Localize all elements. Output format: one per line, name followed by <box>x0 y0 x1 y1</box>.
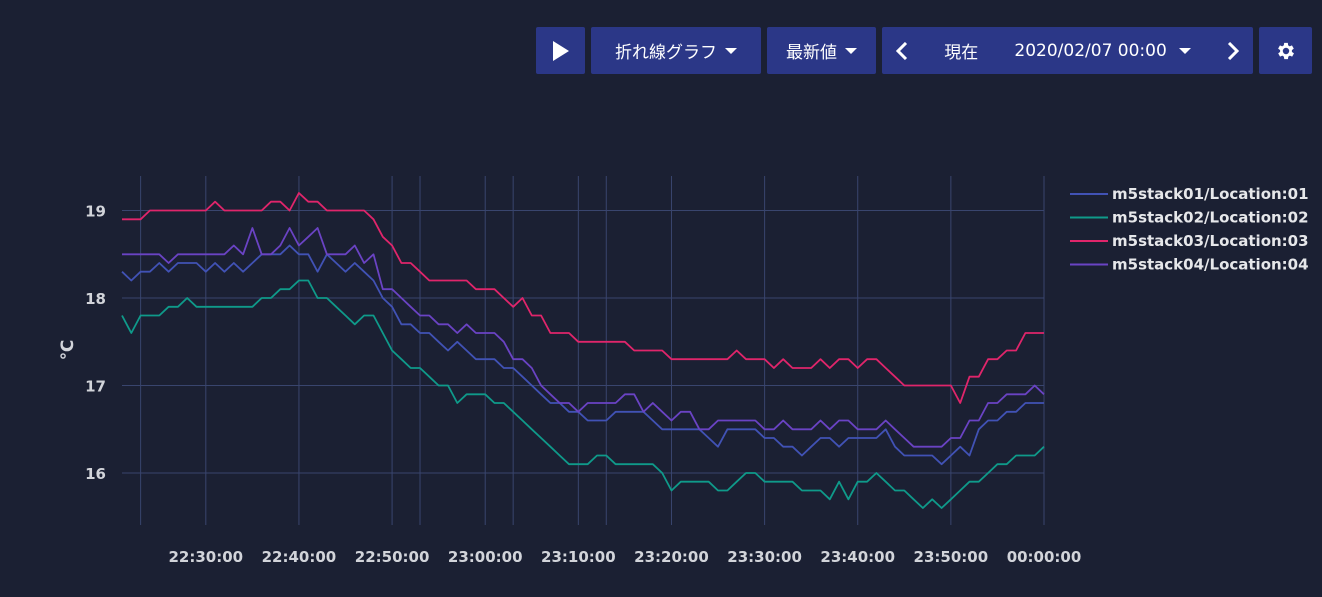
y-tick-label: 19 <box>85 203 106 221</box>
chevron-right-icon <box>1227 41 1239 60</box>
chevron-down-icon <box>725 47 737 54</box>
prev-button[interactable] <box>896 41 908 60</box>
play-button[interactable] <box>536 27 585 74</box>
y-tick-label: 18 <box>85 290 106 308</box>
x-tick-label: 23:10:00 <box>541 548 616 566</box>
legend: m5stack01/Location:01 m5stack02/Location:… <box>1070 185 1309 274</box>
series-line-3 <box>122 192 1044 404</box>
y-axis-label: ℃ <box>58 340 78 361</box>
x-tick-label: 22:50:00 <box>355 548 430 566</box>
chart-grid <box>122 176 1045 525</box>
x-axis: 22:30:00 22:40:00 22:50:00 23:00:00 23:10:00… <box>169 548 1082 566</box>
legend-label: m5stack01/Location:01 <box>1112 185 1309 203</box>
value-mode-dropdown[interactable]: 最新値 <box>767 27 876 74</box>
x-tick-label: 22:40:00 <box>262 548 337 566</box>
x-tick-label: 23:40:00 <box>820 548 895 566</box>
toolbar: 折れ線グラフ 最新値 現在 2020/02/07 00:00 <box>536 27 1312 74</box>
x-tick-label: 00:00:00 <box>1007 548 1082 566</box>
gear-icon <box>1277 42 1294 59</box>
chevron-down-icon <box>845 47 857 54</box>
chart-type-dropdown[interactable]: 折れ線グラフ <box>591 27 761 74</box>
next-button[interactable] <box>1227 41 1239 60</box>
x-tick-label: 23:00:00 <box>448 548 523 566</box>
series-line-2 <box>121 279 1045 509</box>
series-line-4 <box>122 227 1045 448</box>
settings-button[interactable] <box>1259 27 1312 74</box>
x-tick-label: 22:30:00 <box>169 548 244 566</box>
chart-type-label: 折れ線グラフ <box>615 43 717 63</box>
legend-label: m5stack04/Location:04 <box>1112 256 1309 274</box>
y-tick-label: 16 <box>85 465 106 483</box>
datetime-dropdown[interactable]: 2020/02/07 00:00 <box>1014 40 1191 61</box>
x-tick-label: 23:50:00 <box>914 548 989 566</box>
series-line-1 <box>121 244 1044 466</box>
legend-label: m5stack02/Location:02 <box>1112 209 1309 227</box>
current-button[interactable]: 現在 <box>944 43 979 63</box>
legend-label: m5stack03/Location:03 <box>1112 232 1309 250</box>
x-tick-label: 23:30:00 <box>727 548 802 566</box>
value-mode-label: 最新値 <box>786 43 837 63</box>
x-tick-label: 23:20:00 <box>634 548 709 566</box>
chevron-left-icon <box>896 41 908 60</box>
chart-series <box>121 192 1045 509</box>
chevron-down-icon <box>1178 47 1191 54</box>
time-navigation: 現在 2020/02/07 00:00 <box>882 27 1253 74</box>
play-icon <box>552 40 569 61</box>
y-axis: 16 17 18 19 <box>85 203 106 484</box>
datetime-label: 2020/02/07 00:00 <box>1014 40 1167 61</box>
y-tick-label: 17 <box>85 378 106 396</box>
